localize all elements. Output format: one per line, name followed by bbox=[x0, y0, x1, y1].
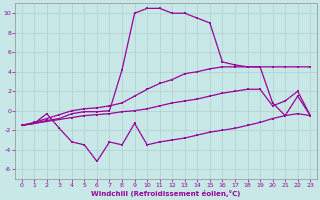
X-axis label: Windchill (Refroidissement éolien,°C): Windchill (Refroidissement éolien,°C) bbox=[91, 190, 241, 197]
